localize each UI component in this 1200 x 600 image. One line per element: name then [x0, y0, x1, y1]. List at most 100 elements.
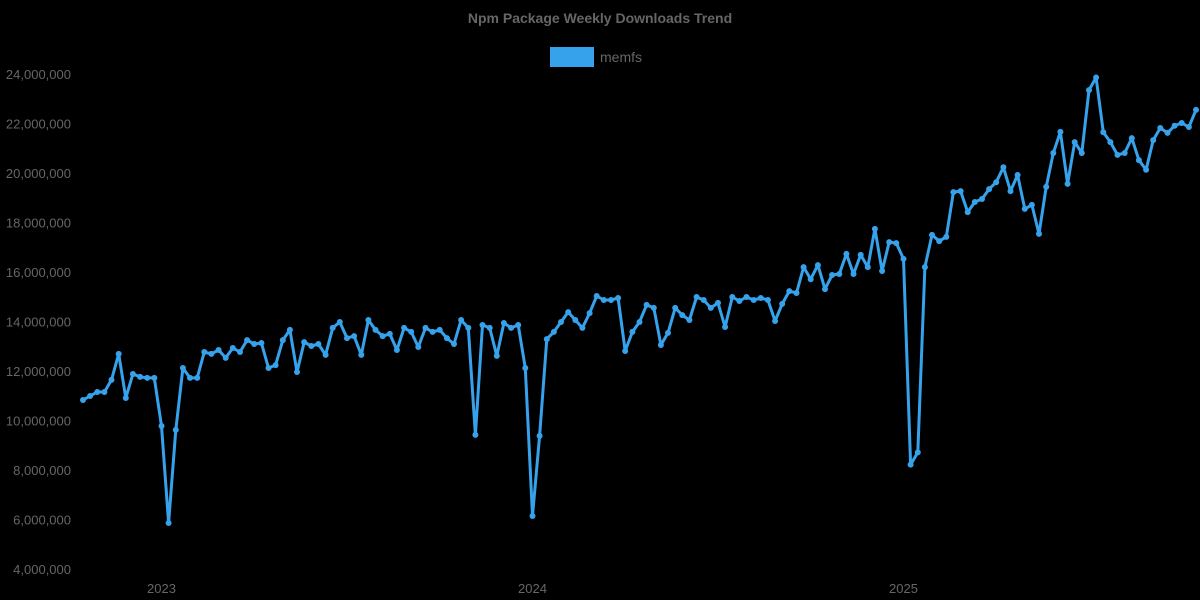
- data-point[interactable]: [294, 369, 300, 375]
- data-point[interactable]: [1071, 139, 1078, 146]
- data-point[interactable]: [1150, 137, 1157, 144]
- data-point[interactable]: [1064, 180, 1071, 187]
- data-point[interactable]: [608, 297, 614, 303]
- data-point[interactable]: [465, 324, 472, 331]
- data-point[interactable]: [151, 374, 158, 381]
- data-point[interactable]: [201, 349, 208, 355]
- data-point[interactable]: [558, 319, 564, 325]
- data-point[interactable]: [172, 426, 179, 433]
- data-point[interactable]: [729, 294, 736, 300]
- data-point[interactable]: [543, 336, 550, 343]
- data-point[interactable]: [401, 324, 408, 331]
- data-point[interactable]: [244, 337, 251, 344]
- data-point[interactable]: [279, 337, 286, 344]
- data-point[interactable]: [779, 300, 786, 307]
- data-point[interactable]: [722, 324, 729, 330]
- data-point[interactable]: [379, 333, 386, 340]
- data-point[interactable]: [921, 264, 928, 271]
- data-point[interactable]: [857, 251, 864, 258]
- data-point[interactable]: [850, 271, 857, 277]
- data-point[interactable]: [158, 423, 165, 429]
- data-point[interactable]: [1036, 230, 1042, 237]
- legend-swatch-memfs[interactable]: [550, 47, 594, 67]
- data-point[interactable]: [265, 365, 272, 371]
- data-point[interactable]: [836, 271, 843, 277]
- data-point[interactable]: [458, 317, 465, 323]
- data-point[interactable]: [1043, 183, 1050, 190]
- data-point[interactable]: [144, 374, 151, 381]
- data-point[interactable]: [565, 309, 572, 316]
- data-point[interactable]: [686, 317, 693, 323]
- data-point[interactable]: [508, 324, 515, 331]
- data-point[interactable]: [115, 350, 122, 357]
- data-point[interactable]: [864, 264, 871, 271]
- data-point[interactable]: [129, 371, 136, 377]
- data-point[interactable]: [636, 319, 643, 325]
- data-point[interactable]: [893, 240, 900, 247]
- data-point[interactable]: [522, 365, 529, 371]
- data-point[interactable]: [500, 320, 507, 326]
- data-point[interactable]: [479, 322, 486, 328]
- data-point[interactable]: [936, 238, 943, 245]
- data-point[interactable]: [964, 209, 971, 216]
- data-point[interactable]: [1007, 188, 1014, 195]
- data-point[interactable]: [1157, 125, 1164, 131]
- data-point[interactable]: [358, 351, 365, 358]
- data-point[interactable]: [715, 299, 721, 306]
- data-point[interactable]: [615, 295, 622, 301]
- data-point[interactable]: [772, 318, 779, 324]
- data-point[interactable]: [515, 322, 522, 328]
- data-point[interactable]: [986, 186, 993, 193]
- data-point[interactable]: [679, 312, 686, 319]
- data-point[interactable]: [286, 326, 293, 333]
- data-point[interactable]: [493, 352, 500, 359]
- data-point[interactable]: [1014, 172, 1021, 178]
- data-point[interactable]: [886, 239, 893, 246]
- data-point[interactable]: [486, 324, 493, 331]
- data-point[interactable]: [700, 297, 707, 303]
- data-point[interactable]: [80, 397, 86, 403]
- data-point[interactable]: [665, 329, 671, 336]
- data-point[interactable]: [222, 354, 229, 361]
- data-point[interactable]: [829, 272, 836, 278]
- data-point[interactable]: [822, 286, 828, 293]
- data-point[interactable]: [529, 513, 536, 519]
- data-point[interactable]: [971, 199, 978, 205]
- data-point[interactable]: [237, 349, 243, 355]
- data-point[interactable]: [907, 461, 914, 468]
- data-point[interactable]: [1135, 157, 1142, 164]
- data-point[interactable]: [550, 328, 557, 335]
- data-point[interactable]: [914, 449, 921, 456]
- data-point[interactable]: [643, 301, 650, 308]
- data-point[interactable]: [208, 350, 215, 357]
- data-point[interactable]: [1050, 150, 1057, 156]
- data-point[interactable]: [372, 326, 379, 333]
- data-point[interactable]: [329, 324, 336, 331]
- data-point[interactable]: [1128, 135, 1135, 142]
- data-point[interactable]: [215, 347, 222, 353]
- data-point[interactable]: [764, 297, 771, 303]
- data-point[interactable]: [957, 188, 964, 195]
- data-point[interactable]: [900, 255, 907, 262]
- data-point[interactable]: [1093, 74, 1100, 81]
- data-point[interactable]: [229, 345, 236, 351]
- data-point[interactable]: [187, 374, 193, 381]
- data-point[interactable]: [950, 189, 957, 196]
- data-point[interactable]: [622, 348, 629, 354]
- data-point[interactable]: [1100, 129, 1107, 136]
- data-point[interactable]: [351, 333, 358, 340]
- data-point[interactable]: [251, 341, 258, 347]
- data-point[interactable]: [472, 431, 479, 438]
- data-point[interactable]: [629, 328, 636, 335]
- data-point[interactable]: [365, 317, 372, 323]
- data-point[interactable]: [1000, 164, 1007, 171]
- data-point[interactable]: [586, 310, 593, 317]
- data-point[interactable]: [843, 250, 850, 257]
- data-point[interactable]: [1185, 124, 1192, 130]
- data-point[interactable]: [800, 264, 807, 271]
- data-point[interactable]: [750, 297, 757, 303]
- data-point[interactable]: [1078, 150, 1085, 156]
- data-point[interactable]: [1086, 87, 1092, 94]
- data-point[interactable]: [814, 262, 821, 269]
- data-point[interactable]: [301, 339, 308, 346]
